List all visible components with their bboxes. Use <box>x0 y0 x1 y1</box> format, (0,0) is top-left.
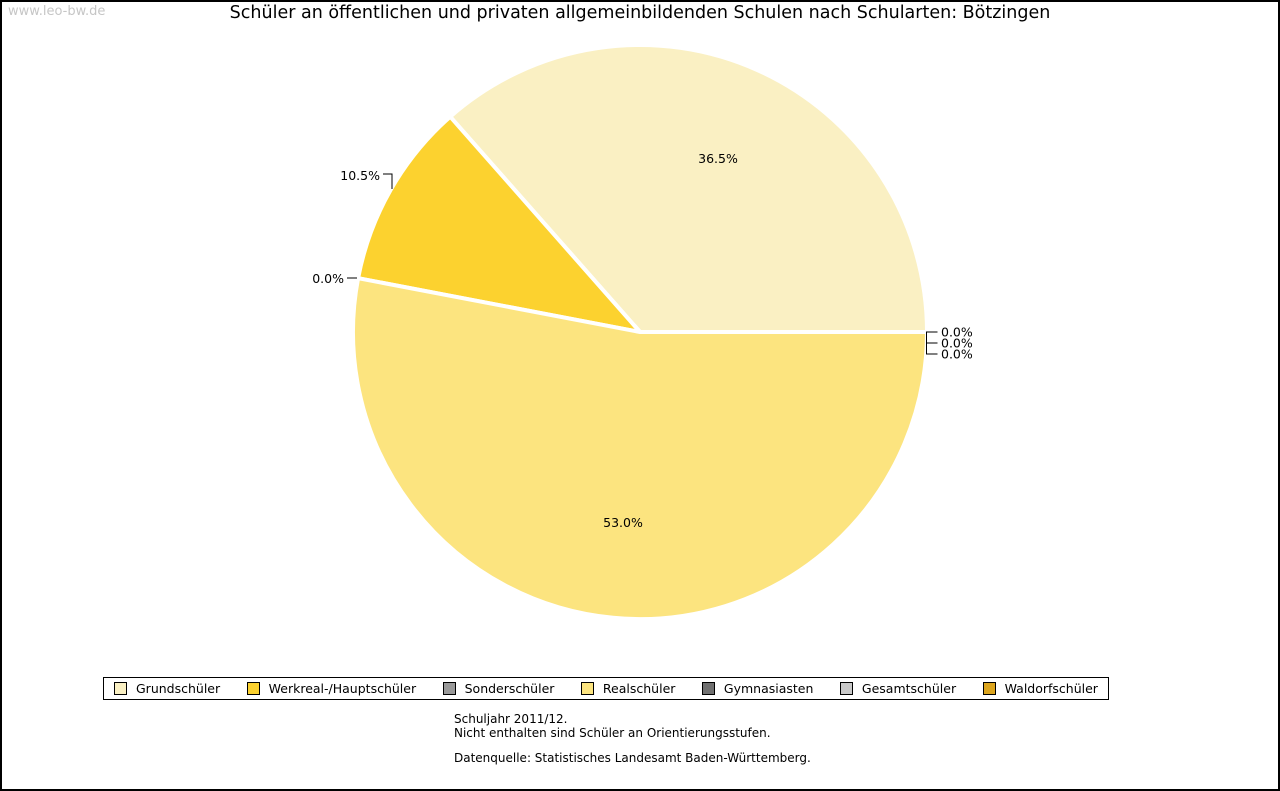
legend-label-waldorfschueler: Waldorfschüler <box>1004 681 1098 696</box>
pie-slices-group <box>351 42 929 622</box>
pie-slice-werkreal-hauptsch-ler[interactable] <box>356 114 642 334</box>
legend-label-realschueler: Realschüler <box>602 681 676 696</box>
legend-item-werkreal[interactable]: Werkreal-/Hauptschüler <box>246 681 417 696</box>
slice-label-waldorfschueler: 0.0% <box>941 347 973 362</box>
footnotes: Schuljahr 2011/12. Nicht enthalten sind … <box>454 712 811 765</box>
slice-label-sonderschueler: 0.0% <box>312 271 344 286</box>
legend-item-grundschueler[interactable]: Grundschüler <box>114 681 220 696</box>
slice-label-gesamtschueler: 0.0% <box>941 336 973 351</box>
legend-swatch-realschueler <box>580 682 594 695</box>
chart-title: Schüler an öffentlichen und privaten all… <box>229 3 1051 23</box>
legend-item-sonderschueler[interactable]: Sonderschüler <box>442 681 555 696</box>
pie-slice-grundsch-ler[interactable] <box>448 42 929 334</box>
legend-label-sonderschueler: Sonderschüler <box>464 681 555 696</box>
legend-item-waldorfschueler[interactable]: Waldorfschüler <box>982 681 1098 696</box>
legend-swatch-gesamtschueler <box>839 682 853 695</box>
watermark: www.leo-bw.de <box>8 4 106 19</box>
legend: Grundschüler Werkreal-/Hauptschüler Sond… <box>103 677 1109 700</box>
legend-swatch-werkreal <box>246 682 260 695</box>
footnote-schuljahr: Schuljahr 2011/12. <box>454 712 568 726</box>
legend-label-grundschueler: Grundschüler <box>136 681 221 696</box>
callout-bracket-zero-slices <box>926 331 938 355</box>
slice-label-realschueler: 53.0% <box>603 515 643 530</box>
legend-item-gymnasiasten[interactable]: Gymnasiasten <box>701 681 814 696</box>
legend-swatch-waldorfschueler <box>982 682 996 695</box>
slice-label-grundschueler: 36.5% <box>698 151 738 166</box>
legend-label-gymnasiasten: Gymnasiasten <box>723 681 814 696</box>
legend-item-realschueler[interactable]: Realschüler <box>580 681 676 696</box>
pie-slice-realsch-ler[interactable] <box>351 276 929 622</box>
slice-label-werkreal: 10.5% <box>340 168 380 183</box>
callout-line-werkreal <box>383 173 393 189</box>
pie-chart: 36.5% 10.5% 0.0% 53.0% 0.0% 0.0% 0.0% <box>312 42 973 622</box>
slice-label-gymnasiasten: 0.0% <box>941 325 973 340</box>
legend-item-gesamtschueler[interactable]: Gesamtschüler <box>839 681 957 696</box>
legend-swatch-gymnasiasten <box>701 682 715 695</box>
legend-label-gesamtschueler: Gesamtschüler <box>861 681 957 696</box>
legend-swatch-grundschueler <box>114 682 127 695</box>
footnote-datenquelle: Datenquelle: Statistisches Landesamt Bad… <box>454 751 811 765</box>
legend-label-werkreal: Werkreal-/Hauptschüler <box>268 681 417 696</box>
legend-swatch-sonderschueler <box>442 682 456 695</box>
footnote-hinweis: Nicht enthalten sind Schüler an Orientie… <box>454 726 771 740</box>
